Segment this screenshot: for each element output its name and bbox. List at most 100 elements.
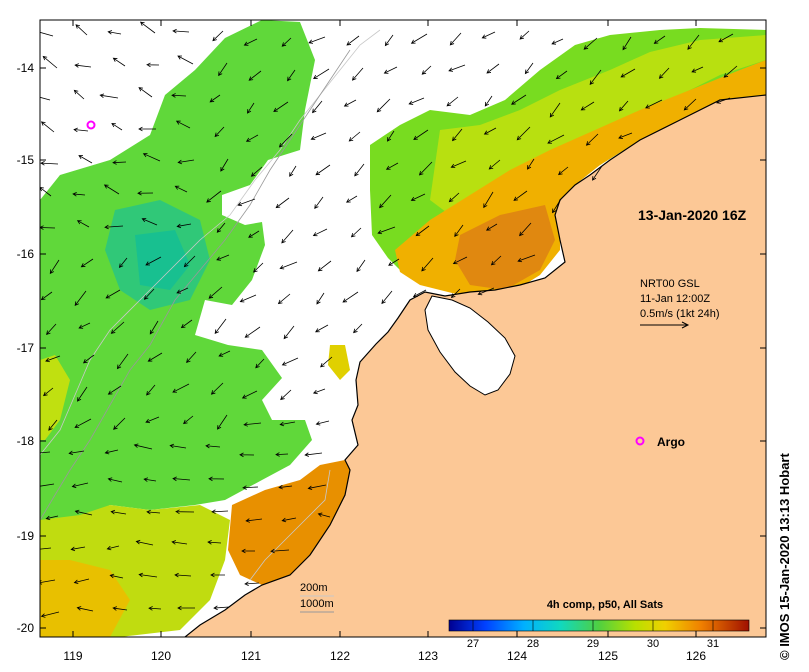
current-arrow	[105, 289, 121, 299]
current-arrow	[547, 134, 565, 144]
current-arrow	[454, 224, 464, 238]
current-arrow	[421, 257, 434, 272]
current-arrow	[211, 509, 229, 514]
current-arrow	[723, 65, 738, 78]
current-arrow	[446, 96, 459, 107]
current-arrow	[107, 30, 122, 35]
current-arrow	[110, 321, 125, 334]
current-arrow	[281, 517, 297, 523]
current-arrow	[40, 451, 51, 454]
current-arrow	[171, 93, 187, 98]
current-arrow	[74, 509, 93, 516]
current-arrow	[316, 292, 325, 305]
current-arrow	[549, 102, 561, 118]
current-arrow	[418, 161, 433, 176]
current-arrow	[585, 133, 599, 146]
current-arrow	[490, 255, 502, 266]
current-arrow	[208, 476, 225, 482]
current-arrow	[558, 166, 569, 176]
current-arrow	[217, 414, 228, 430]
current-arrow	[70, 546, 86, 552]
lon-tick-label: 124	[507, 649, 527, 663]
current-arrow	[278, 133, 293, 148]
current-arrow	[138, 572, 158, 578]
current-arrow	[112, 160, 127, 165]
current-arrow	[477, 287, 495, 296]
current-arrow	[113, 417, 126, 430]
current-arrow	[137, 190, 154, 196]
current-arrow	[452, 128, 463, 142]
current-arrow	[551, 38, 564, 45]
current-arrow	[210, 382, 224, 395]
current-arrow	[106, 545, 120, 551]
current-arrow	[481, 31, 496, 39]
current-arrow	[78, 322, 91, 329]
current-arrow	[214, 126, 225, 138]
current-arrow	[450, 288, 461, 299]
current-arrow	[175, 509, 195, 515]
current-arrow	[172, 476, 191, 482]
current-arrow	[76, 220, 90, 228]
colorbar-title: 4h comp, p50, All Sats	[547, 599, 663, 611]
current-arrow	[248, 70, 262, 81]
current-arrow	[620, 68, 636, 78]
current-arrow	[74, 290, 87, 307]
current-arrow	[116, 353, 129, 370]
current-arrow	[354, 163, 365, 177]
current-arrow	[40, 547, 52, 550]
current-arrow	[592, 165, 603, 181]
current-arrow	[186, 351, 197, 364]
current-arrow	[68, 450, 85, 456]
current-arrow	[138, 126, 156, 132]
current-arrow	[281, 357, 299, 366]
current-arrow	[112, 606, 128, 611]
current-arrow	[353, 323, 363, 334]
current-arrow	[351, 67, 364, 81]
current-arrow	[376, 98, 391, 113]
current-arrow	[216, 222, 226, 233]
current-arrow	[555, 70, 568, 80]
current-arrow	[46, 323, 57, 336]
current-arrow	[519, 30, 530, 40]
current-arrow	[107, 477, 123, 483]
current-arrow	[245, 518, 263, 523]
colorbar-tick-label: 27	[467, 638, 479, 650]
current-arrow	[312, 388, 326, 395]
lon-tick-label: 122	[330, 649, 350, 663]
current-arrow	[143, 288, 155, 300]
current-arrow	[104, 224, 124, 230]
current-arrow	[239, 452, 255, 458]
current-arrow	[552, 198, 562, 214]
current-arrow	[248, 230, 260, 238]
current-arrow	[139, 21, 156, 34]
scale-arrow-head	[681, 321, 690, 329]
current-arrow	[483, 127, 497, 135]
current-arrow	[243, 422, 262, 427]
current-arrow	[42, 55, 58, 69]
current-arrow	[519, 222, 532, 237]
current-arrow	[205, 443, 221, 449]
current-arrow	[452, 256, 468, 265]
current-arrow	[138, 87, 153, 98]
current-product-scale: 0.5m/s (1kt 24h)	[640, 308, 719, 320]
current-arrow	[133, 443, 153, 450]
colorbar-gradient	[448, 619, 750, 632]
current-arrow	[177, 55, 194, 65]
current-arrow	[413, 129, 429, 140]
current-arrow	[243, 38, 258, 46]
current-arrow	[279, 421, 296, 427]
current-arrow	[209, 94, 221, 103]
current-arrow	[208, 286, 223, 299]
lat-tick-label: -18	[17, 434, 35, 448]
current-arrow	[308, 36, 326, 44]
current-arrow	[109, 573, 124, 579]
current-arrow	[384, 34, 394, 47]
argo-label: Argo	[657, 435, 685, 449]
current-arrow	[315, 324, 329, 333]
current-arrow	[618, 132, 633, 139]
current-arrow	[448, 192, 460, 203]
current-arrow	[40, 121, 55, 133]
colorbar-tick-label: 30	[647, 638, 659, 650]
current-arrow	[589, 69, 602, 86]
current-arrow	[149, 320, 159, 335]
